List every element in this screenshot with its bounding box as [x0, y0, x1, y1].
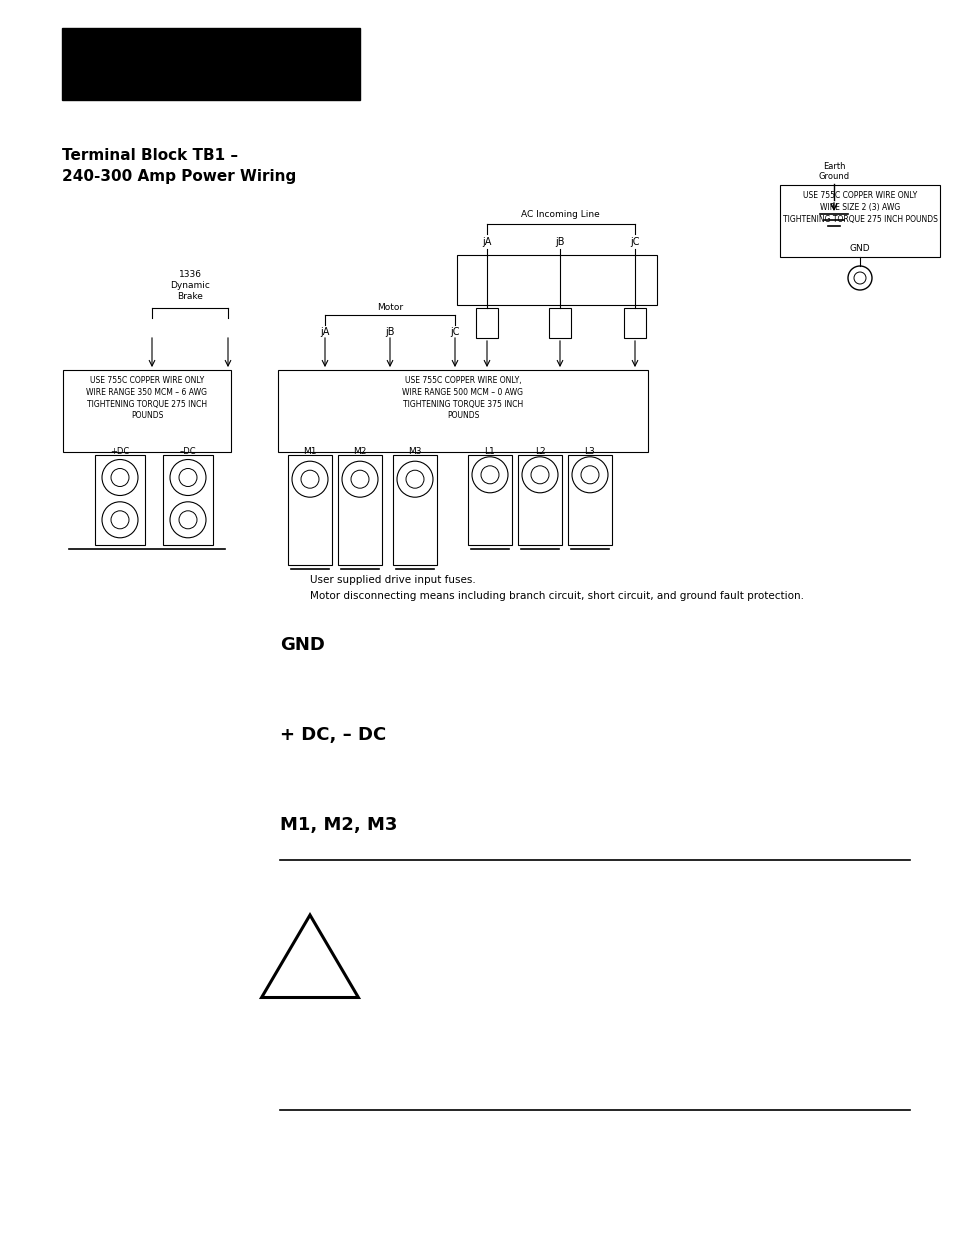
Text: jB: jB — [385, 327, 395, 337]
Text: jA: jA — [482, 237, 491, 247]
Circle shape — [102, 459, 138, 495]
Text: jA: jA — [320, 327, 330, 337]
Circle shape — [341, 461, 377, 498]
Text: 1336
Dynamic
Brake: 1336 Dynamic Brake — [170, 270, 210, 301]
Circle shape — [111, 511, 129, 529]
Bar — [468, 454, 512, 545]
Bar — [623, 308, 645, 338]
Bar — [337, 454, 381, 564]
Text: Motor: Motor — [376, 303, 402, 312]
Circle shape — [480, 466, 498, 484]
Text: Terminal Block TB1 –
240-300 Amp Power Wiring: Terminal Block TB1 – 240-300 Amp Power W… — [62, 148, 296, 184]
Text: USE 755C COPPER WIRE ONLY
WIRE RANGE 350 MCM – 6 AWG
TIGHTENING TORQUE 275 INCH
: USE 755C COPPER WIRE ONLY WIRE RANGE 350… — [87, 375, 208, 420]
Circle shape — [847, 266, 871, 290]
Text: M2: M2 — [353, 447, 366, 456]
Text: jB: jB — [555, 237, 564, 247]
Text: + DC, – DC: + DC, – DC — [280, 726, 386, 743]
Circle shape — [580, 466, 598, 484]
Bar — [288, 454, 332, 564]
Circle shape — [572, 457, 607, 493]
Circle shape — [292, 461, 328, 498]
Text: M3: M3 — [408, 447, 421, 456]
Bar — [456, 254, 657, 305]
Text: M1: M1 — [303, 447, 316, 456]
Circle shape — [301, 471, 318, 488]
Text: User supplied drive input fuses.: User supplied drive input fuses. — [310, 576, 476, 585]
Bar — [62, 28, 359, 100]
Text: jC: jC — [630, 237, 639, 247]
Circle shape — [521, 457, 558, 493]
Text: GND: GND — [849, 245, 869, 253]
Polygon shape — [261, 915, 358, 998]
Circle shape — [170, 459, 206, 495]
Circle shape — [351, 471, 369, 488]
Circle shape — [853, 272, 865, 284]
Bar — [393, 454, 436, 564]
Text: AC Incoming Line: AC Incoming Line — [520, 210, 598, 219]
Text: L2: L2 — [534, 447, 545, 456]
Text: USE 755C COPPER WIRE ONLY
WIRE SIZE 2 (3) AWG
TIGHTENING TORQUE 275 INCH POUNDS: USE 755C COPPER WIRE ONLY WIRE SIZE 2 (3… — [781, 191, 937, 224]
Bar — [476, 308, 497, 338]
Text: Earth
Ground: Earth Ground — [818, 162, 849, 182]
Text: jC: jC — [450, 327, 459, 337]
Text: Motor disconnecting means including branch circuit, short circuit, and ground fa: Motor disconnecting means including bran… — [310, 592, 803, 601]
Bar — [63, 370, 231, 452]
Circle shape — [179, 468, 196, 487]
Bar — [517, 454, 561, 545]
Circle shape — [170, 501, 206, 537]
Circle shape — [111, 468, 129, 487]
Circle shape — [179, 511, 196, 529]
Text: M1, M2, M3: M1, M2, M3 — [280, 816, 397, 834]
Bar — [277, 370, 647, 452]
Text: –DC: –DC — [179, 447, 196, 456]
Bar — [567, 454, 612, 545]
Text: L1: L1 — [484, 447, 495, 456]
Circle shape — [102, 501, 138, 537]
Bar — [548, 308, 571, 338]
Circle shape — [472, 457, 507, 493]
Bar — [95, 454, 145, 545]
Bar — [780, 185, 939, 257]
Text: +DC: +DC — [111, 447, 130, 456]
Circle shape — [396, 461, 433, 498]
Bar — [163, 454, 213, 545]
Text: USE 755C COPPER WIRE ONLY,
WIRE RANGE 500 MCM – 0 AWG
TIGHTENING TORQUE 375 INCH: USE 755C COPPER WIRE ONLY, WIRE RANGE 50… — [402, 375, 523, 420]
Text: L3: L3 — [584, 447, 595, 456]
Circle shape — [406, 471, 423, 488]
Circle shape — [531, 466, 548, 484]
Text: GND: GND — [280, 636, 325, 655]
